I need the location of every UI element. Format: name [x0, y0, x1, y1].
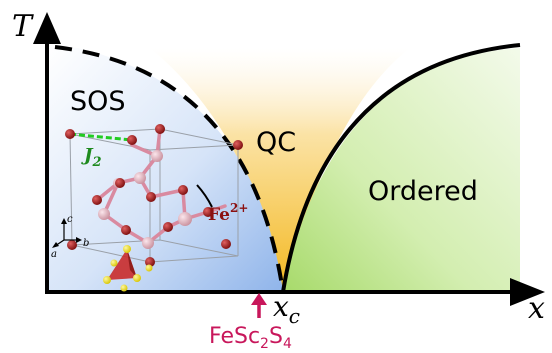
x-axis-arrowhead: [510, 278, 545, 306]
y-axis-label: T: [12, 9, 34, 44]
critical-arrow-head: [251, 293, 267, 305]
j2-bond: [69, 132, 133, 142]
qc-label: QC: [256, 127, 296, 158]
axis-b-label: b: [83, 238, 89, 249]
crystal-structure-inset: J2: [51, 124, 248, 292]
s-atoms: [103, 245, 153, 292]
axis-a-label: a: [51, 249, 57, 260]
fe-label: Fe2+: [208, 201, 248, 225]
axis-c-label: c: [67, 214, 73, 225]
sos-boundary-dashed: [54, 45, 285, 293]
x-axis-label: x: [528, 291, 545, 326]
j2-label: J2: [81, 145, 102, 170]
ordered-region: [283, 48, 520, 292]
ordered-label: Ordered: [368, 176, 478, 207]
sos-label: SOS: [70, 86, 126, 117]
fe-pointer: [196, 184, 213, 208]
fe-atoms: [65, 124, 243, 267]
compound-label: FeSc2S4: [209, 324, 292, 352]
ordered-boundary: [281, 43, 521, 293]
critical-point-label: xc: [273, 290, 300, 328]
y-axis-arrowhead: [33, 12, 61, 44]
sos-region: [47, 48, 283, 292]
qc-region: [150, 48, 410, 292]
